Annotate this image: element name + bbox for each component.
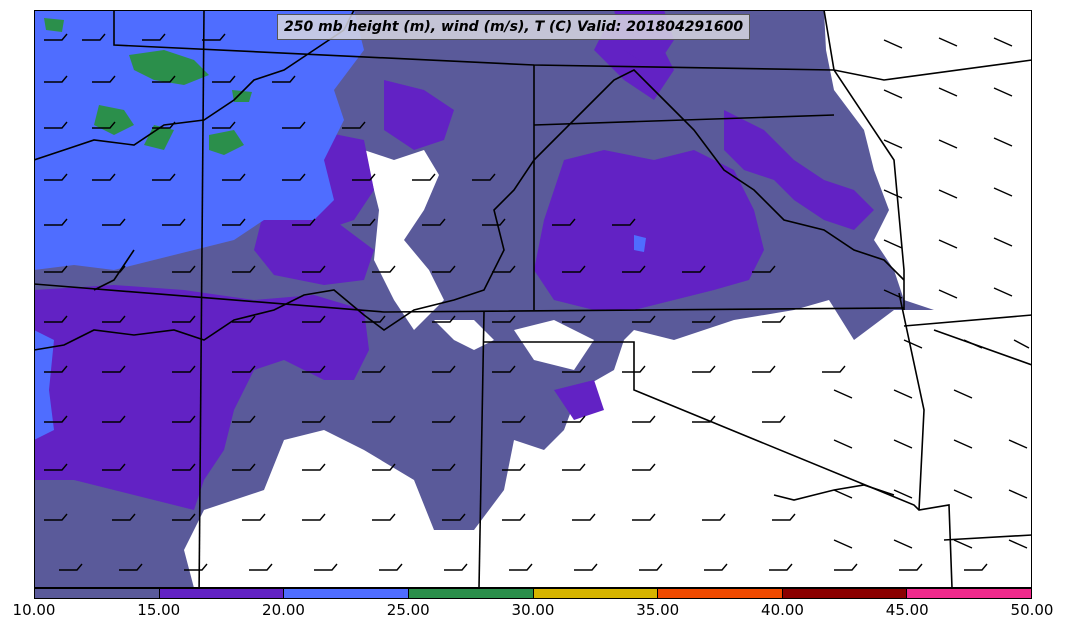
colorbar-tick-label: 30.00 — [511, 601, 555, 619]
colorbar-tick-label: 45.00 — [885, 601, 929, 619]
colorbar-tick-label: 10.00 — [12, 601, 56, 619]
colorbar-segment — [907, 589, 1031, 598]
colorbar-segment — [782, 589, 908, 598]
colorbar-segment — [658, 589, 783, 598]
colorbar-segment — [35, 589, 160, 598]
weather-map — [34, 10, 1032, 588]
colorbar-segment — [408, 589, 534, 598]
speed-fill-below-10 — [184, 10, 1032, 588]
river-lines — [34, 10, 905, 501]
map-frame — [34, 10, 1032, 588]
wind-barbs — [44, 33, 1030, 571]
colorbar-tick-label: 15.00 — [137, 601, 181, 619]
speed-fill-20-25 — [34, 10, 646, 440]
colorbar-tick-label: 25.00 — [386, 601, 430, 619]
colorbar-tick-label: 35.00 — [636, 601, 680, 619]
colorbar — [34, 588, 1032, 599]
state-borders — [34, 10, 1032, 588]
colorbar-tick-label: 40.00 — [761, 601, 804, 619]
colorbar-segment — [159, 589, 285, 598]
map-border — [34, 10, 1032, 588]
colorbar-tick-label: 20.00 — [262, 601, 305, 619]
colorbar-segment — [284, 589, 409, 598]
colorbar-tick-label: 50.00 — [1010, 601, 1054, 619]
colorbar-segment — [533, 589, 659, 598]
map-title: 250 mb height (m), wind (m/s), T (C) Val… — [277, 14, 751, 40]
